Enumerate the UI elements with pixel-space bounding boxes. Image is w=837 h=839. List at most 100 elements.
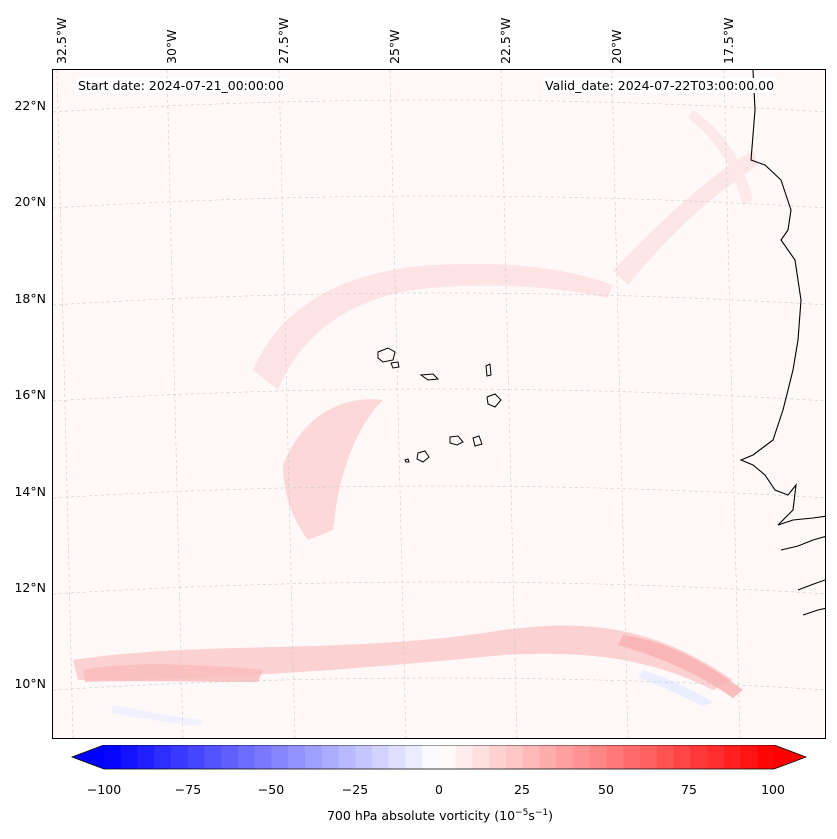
longitude-gridline <box>56 70 74 738</box>
longitude-gridline <box>278 70 296 738</box>
colorbar-segment <box>757 745 775 769</box>
colorbar-segment <box>506 745 524 769</box>
colorbar-segment <box>439 745 457 769</box>
latitude-gridline <box>53 677 825 691</box>
colorbar-segment <box>388 745 406 769</box>
colorbar <box>70 745 808 770</box>
colorbar-segment <box>305 745 323 769</box>
lon-label-30w: 30°W <box>164 29 179 64</box>
guinea-coastline <box>802 607 825 616</box>
valid-date-label: Valid_date: 2024-07-22T03:00:00.00 <box>543 78 777 93</box>
start-date-label: Start date: 2024-07-21_00:00:00 <box>76 78 286 93</box>
colorbar-segment <box>355 745 373 769</box>
lon-label-22-5w: 22.5°W <box>498 17 513 64</box>
latitude-gridline <box>53 99 825 113</box>
colorbar-segment <box>472 745 490 769</box>
guinea-bissau-coastline <box>797 579 825 591</box>
colorbar-segment <box>740 745 758 769</box>
colorbar-segment <box>254 745 272 769</box>
colorbar-segment <box>489 745 507 769</box>
island-boa-vista <box>486 393 502 408</box>
map-panel <box>52 69 826 739</box>
lat-label-22n: 22°N <box>14 98 46 113</box>
lon-label-32-5w: 32.5°W <box>54 17 69 64</box>
latitude-gridline <box>53 195 825 209</box>
colorbar-label: 700 hPa absolute vorticity (10−5s−1) <box>326 808 553 824</box>
colorbar-segment <box>690 745 708 769</box>
colorbar-max-extend <box>774 745 806 769</box>
colorbar-segment <box>589 745 607 769</box>
colorbar-segment <box>187 745 205 769</box>
longitude-gridline <box>611 70 629 738</box>
colorbar-tick-minus-75: −75 <box>174 782 202 797</box>
vorticity-band-arc <box>253 263 613 390</box>
colorbar-tick-75: 75 <box>681 782 697 797</box>
island-maio <box>472 435 483 447</box>
lon-label-25w: 25°W <box>387 29 402 64</box>
lat-label-14n: 14°N <box>14 484 46 499</box>
lat-label-16n: 16°N <box>14 387 46 402</box>
island-sao-vicente <box>390 361 400 369</box>
island-fogo <box>416 450 430 463</box>
latitude-gridline <box>53 388 825 402</box>
vorticity-band-north <box>613 150 758 285</box>
colorbar-segment <box>238 745 256 769</box>
colorbar-tick-minus-50: −50 <box>257 782 285 797</box>
vorticity-area-west <box>283 399 383 540</box>
longitude-gridline <box>389 70 407 738</box>
lat-label-12n: 12°N <box>14 580 46 595</box>
colorbar-segment <box>422 745 440 769</box>
longitude-gridline <box>500 70 518 738</box>
longitude-gridline <box>723 70 741 738</box>
colorbar-tick-100: 100 <box>761 782 785 797</box>
lat-label-18n: 18°N <box>14 291 46 306</box>
island-santiago <box>449 435 464 446</box>
africa-coastline <box>739 70 825 526</box>
colorbar-segment <box>104 745 122 769</box>
latitude-gridline <box>53 581 825 595</box>
island-brava <box>404 458 410 463</box>
lon-label-27-5w: 27.5°W <box>276 17 291 64</box>
island-sao-nicolau <box>419 373 440 381</box>
island-santo-antao <box>377 347 396 363</box>
colorbar-tick-0: 0 <box>435 782 443 797</box>
gambia-coastline <box>780 536 825 551</box>
colorbar-segment <box>171 745 189 769</box>
vorticity-band-southeast <box>618 635 743 698</box>
colorbar-segment <box>556 745 574 769</box>
lat-label-10n: 10°N <box>14 676 46 691</box>
colorbar-segment <box>154 745 172 769</box>
colorbar-segment <box>271 745 289 769</box>
colorbar-segment <box>137 745 155 769</box>
colorbar-segment <box>221 745 239 769</box>
colorbar-segment <box>372 745 390 769</box>
lat-label-20n: 20°N <box>14 194 46 209</box>
colorbar-tick-minus-100: −100 <box>86 782 122 797</box>
lon-label-17-5w: 17.5°W <box>721 17 736 64</box>
negative-vorticity-south <box>638 670 713 706</box>
colorbar-segment <box>606 745 624 769</box>
colorbar-segment <box>204 745 222 769</box>
vorticity-map <box>53 70 825 738</box>
colorbar-segment <box>405 745 423 769</box>
vorticity-coastal-north <box>688 110 753 205</box>
colorbar-segment <box>656 745 674 769</box>
latitude-gridline <box>53 485 825 499</box>
colorbar-tick-minus-25: −25 <box>341 782 369 797</box>
negative-vorticity-southwest <box>111 705 203 726</box>
colorbar-segment <box>321 745 339 769</box>
colorbar-segment <box>120 745 138 769</box>
latitude-gridline <box>53 292 825 306</box>
colorbar-tick-50: 50 <box>598 782 614 797</box>
colorbar-segment <box>707 745 725 769</box>
lon-label-20w: 20°W <box>609 29 624 64</box>
island-sal <box>485 363 492 377</box>
colorbar-segment <box>455 745 473 769</box>
colorbar-outline <box>70 745 808 770</box>
colorbar-tick-25: 25 <box>514 782 530 797</box>
vorticity-band-southwest <box>83 664 263 682</box>
colorbar-segment <box>673 745 691 769</box>
colorbar-segment <box>723 745 741 769</box>
colorbar-segment <box>640 745 658 769</box>
colorbar-segment <box>288 745 306 769</box>
